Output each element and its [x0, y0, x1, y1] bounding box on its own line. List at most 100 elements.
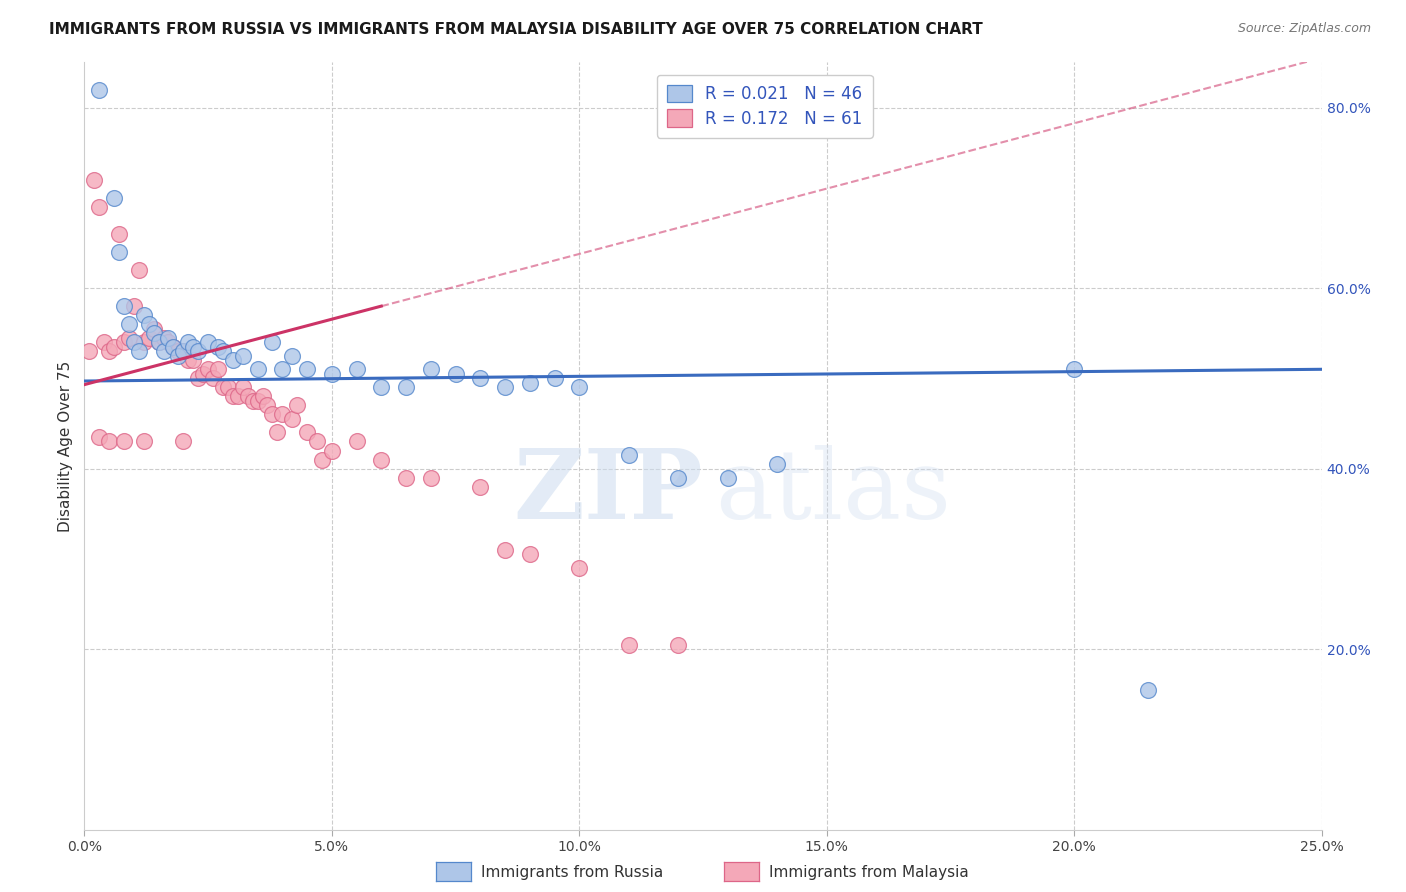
Legend: R = 0.021   N = 46, R = 0.172   N = 61: R = 0.021 N = 46, R = 0.172 N = 61 — [657, 75, 873, 137]
Point — [172, 344, 194, 359]
Point — [1063, 362, 1085, 376]
Point — [281, 412, 304, 426]
Point — [89, 430, 111, 444]
Point — [617, 448, 640, 462]
Point — [666, 638, 689, 652]
Point — [246, 393, 269, 408]
Point — [172, 434, 194, 449]
Text: Immigrants from Malaysia: Immigrants from Malaysia — [769, 865, 969, 880]
Point — [162, 340, 184, 354]
Point — [108, 244, 131, 259]
Point — [112, 434, 135, 449]
Point — [519, 547, 541, 561]
Point — [89, 82, 111, 96]
Point — [89, 200, 111, 214]
Point — [295, 362, 318, 376]
Point — [138, 317, 160, 331]
Text: Source: ZipAtlas.com: Source: ZipAtlas.com — [1237, 22, 1371, 36]
Point — [444, 367, 467, 381]
Point — [98, 434, 121, 449]
Point — [346, 362, 368, 376]
Point — [217, 380, 239, 394]
Point — [1137, 682, 1160, 697]
Point — [142, 321, 165, 335]
Point — [346, 434, 368, 449]
Point — [157, 335, 180, 350]
Point — [236, 389, 259, 403]
Point — [370, 380, 392, 394]
Point — [142, 326, 165, 341]
Point — [167, 349, 190, 363]
Point — [717, 470, 740, 484]
Point — [222, 353, 245, 368]
Point — [132, 335, 155, 350]
Point — [494, 542, 516, 557]
Point — [128, 344, 150, 359]
Point — [108, 227, 131, 241]
Point — [232, 380, 254, 394]
Point — [128, 263, 150, 277]
Point — [666, 470, 689, 484]
Point — [172, 344, 194, 359]
Point — [148, 335, 170, 350]
Point — [202, 371, 225, 385]
Point — [494, 380, 516, 394]
Point — [321, 443, 343, 458]
Point — [305, 434, 328, 449]
Point — [118, 317, 141, 331]
Point — [617, 638, 640, 652]
Point — [181, 340, 204, 354]
Point — [370, 452, 392, 467]
Point — [271, 362, 294, 376]
Point — [118, 331, 141, 345]
Point — [256, 398, 278, 412]
Point — [197, 362, 219, 376]
Point — [262, 408, 284, 422]
Point — [419, 470, 441, 484]
Point — [197, 335, 219, 350]
Point — [252, 389, 274, 403]
Point — [187, 371, 209, 385]
Point — [470, 371, 492, 385]
Point — [207, 362, 229, 376]
Point — [271, 408, 294, 422]
Point — [152, 331, 174, 345]
Point — [766, 457, 789, 471]
Point — [266, 425, 288, 440]
Point — [187, 344, 209, 359]
Point — [285, 398, 308, 412]
Point — [103, 340, 125, 354]
Point — [79, 344, 101, 359]
Point — [311, 452, 333, 467]
Point — [162, 340, 184, 354]
Point — [112, 335, 135, 350]
Text: atlas: atlas — [716, 445, 952, 539]
Point — [112, 299, 135, 313]
Y-axis label: Disability Age Over 75: Disability Age Over 75 — [58, 360, 73, 532]
Point — [207, 340, 229, 354]
Point — [103, 191, 125, 205]
Point — [98, 344, 121, 359]
Point — [519, 376, 541, 390]
Point — [212, 344, 235, 359]
Text: ZIP: ZIP — [513, 445, 703, 539]
Point — [191, 367, 214, 381]
Text: IMMIGRANTS FROM RUSSIA VS IMMIGRANTS FROM MALAYSIA DISABILITY AGE OVER 75 CORREL: IMMIGRANTS FROM RUSSIA VS IMMIGRANTS FRO… — [49, 22, 983, 37]
Point — [122, 335, 145, 350]
Point — [157, 331, 180, 345]
Text: Immigrants from Russia: Immigrants from Russia — [481, 865, 664, 880]
Point — [395, 380, 418, 394]
Point — [321, 367, 343, 381]
Point — [246, 362, 269, 376]
Point — [181, 353, 204, 368]
Point — [83, 173, 105, 187]
Point — [232, 349, 254, 363]
Point — [262, 335, 284, 350]
Point — [167, 344, 190, 359]
Point — [281, 349, 304, 363]
Point — [177, 335, 200, 350]
Point — [177, 353, 200, 368]
Point — [152, 344, 174, 359]
Point — [132, 434, 155, 449]
Point — [419, 362, 441, 376]
